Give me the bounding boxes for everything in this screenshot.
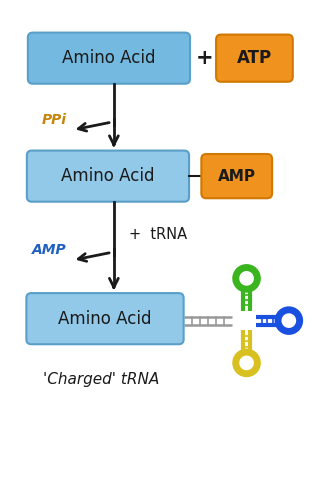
Text: +: + xyxy=(196,48,214,68)
FancyBboxPatch shape xyxy=(216,35,293,82)
FancyBboxPatch shape xyxy=(27,151,189,202)
Text: PPi: PPi xyxy=(42,113,67,127)
Text: Amino Acid: Amino Acid xyxy=(58,310,152,327)
FancyBboxPatch shape xyxy=(28,33,190,84)
Text: 'Charged' tRNA: 'Charged' tRNA xyxy=(43,372,159,387)
Text: Amino Acid: Amino Acid xyxy=(61,167,155,185)
FancyBboxPatch shape xyxy=(26,293,184,344)
Text: AMP: AMP xyxy=(32,243,67,257)
FancyBboxPatch shape xyxy=(201,154,272,198)
Text: AMP: AMP xyxy=(218,169,256,184)
Text: +  tRNA: + tRNA xyxy=(129,227,187,242)
Text: ATP: ATP xyxy=(237,49,272,67)
FancyBboxPatch shape xyxy=(237,311,256,330)
Text: Amino Acid: Amino Acid xyxy=(62,49,156,67)
